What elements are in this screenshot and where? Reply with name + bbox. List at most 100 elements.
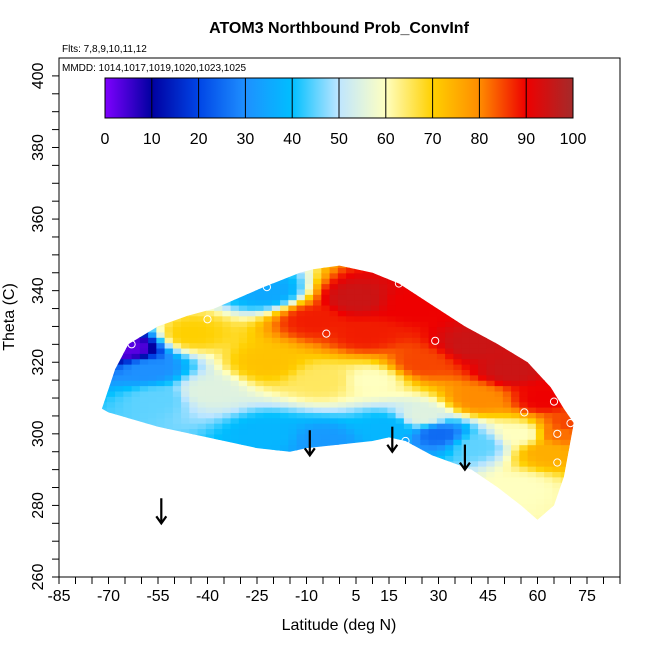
heatmap-cell	[197, 439, 207, 446]
heatmap-cell	[181, 342, 190, 349]
heatmap-cell	[313, 380, 322, 387]
heatmap-cell	[387, 331, 397, 338]
heatmap-cell	[101, 380, 108, 387]
heatmap-cell	[519, 471, 529, 478]
heatmap-cell	[230, 337, 240, 344]
heatmap-cell	[337, 337, 347, 344]
heatmap-cell	[139, 476, 149, 483]
heatmap-cell	[379, 466, 388, 473]
heatmap-cell	[428, 385, 438, 392]
heatmap-cell	[544, 310, 553, 317]
heatmap-cell	[115, 460, 124, 467]
heatmap-cell	[115, 272, 124, 279]
heatmap-cell	[263, 385, 273, 392]
heatmap-cell	[222, 503, 232, 510]
heatmap-cell	[101, 412, 108, 419]
heatmap-cell	[387, 466, 397, 473]
heatmap-cell	[354, 466, 364, 473]
heatmap-cell	[478, 380, 487, 387]
heatmap-cell	[304, 385, 314, 392]
heatmap-cell	[123, 294, 133, 301]
heatmap-cell	[271, 471, 281, 478]
heatmap-cell	[502, 385, 512, 392]
heatmap-cell	[346, 406, 355, 413]
heatmap-cell	[172, 380, 182, 387]
heatmap-cell	[214, 272, 223, 279]
heatmap-cell	[560, 283, 570, 290]
heatmap-cell	[560, 374, 570, 381]
heatmap-cell	[453, 412, 463, 419]
heatmap-cell	[230, 508, 240, 515]
heatmap-cell	[445, 353, 454, 360]
heatmap-cell	[461, 406, 471, 413]
heatmap-cell	[148, 514, 157, 520]
heatmap-cell	[568, 439, 574, 446]
heatmap-cell	[321, 380, 331, 387]
heatmap-cell	[428, 294, 438, 301]
heatmap-cell	[461, 476, 471, 483]
heatmap-cell	[445, 283, 454, 290]
heatmap-cell	[329, 267, 339, 274]
heatmap-cell	[271, 283, 281, 290]
heatmap-cell	[535, 380, 545, 387]
heatmap-cell	[238, 364, 248, 370]
heatmap-cell	[321, 428, 331, 435]
heatmap-cell	[478, 294, 487, 301]
heatmap-cell	[247, 471, 256, 478]
heatmap-cell	[271, 433, 281, 440]
heatmap-cell	[123, 406, 133, 413]
heatmap-cell	[403, 492, 413, 499]
heatmap-cell	[494, 304, 504, 311]
heatmap-cell	[238, 374, 248, 381]
heatmap-cell	[568, 508, 574, 515]
heatmap-cell	[568, 498, 574, 505]
heatmap-cell	[511, 460, 520, 467]
heatmap-cell	[222, 439, 232, 446]
heatmap-cell	[370, 396, 380, 403]
heatmap-cell	[412, 487, 421, 494]
heatmap-cell	[552, 460, 562, 467]
heatmap-cell	[403, 466, 413, 473]
heatmap-cell	[552, 449, 562, 456]
heatmap-cell	[280, 331, 289, 338]
heatmap-cell	[395, 310, 405, 317]
heatmap-cell	[346, 433, 355, 440]
heatmap-cell	[172, 412, 182, 419]
heatmap-cell	[494, 423, 504, 430]
heatmap-cell	[197, 347, 207, 354]
heatmap-cell	[519, 265, 529, 268]
heatmap-cell	[568, 406, 574, 413]
observation-marker	[401, 436, 410, 446]
heatmap-cell	[296, 315, 306, 322]
heatmap-cell	[321, 288, 331, 295]
heatmap-cell	[461, 508, 471, 515]
heatmap-cell	[321, 390, 331, 397]
heatmap-cell	[288, 380, 298, 387]
heatmap-cell	[101, 342, 108, 349]
heatmap-cell	[181, 466, 190, 473]
heatmap-cell	[486, 455, 496, 462]
heatmap-cell	[354, 433, 364, 440]
heatmap-cell	[560, 487, 570, 494]
heatmap-cell	[494, 278, 504, 285]
heatmap-cell	[247, 390, 256, 397]
heatmap-cell	[519, 358, 529, 365]
y-axis-label: Theta (C)	[1, 283, 18, 351]
heatmap-cell	[453, 385, 463, 392]
heatmap-cell	[568, 326, 574, 333]
heatmap-cell	[362, 460, 372, 467]
heatmap-cell	[362, 267, 372, 274]
heatmap-cell	[370, 288, 380, 295]
heatmap-cell	[139, 503, 149, 510]
heatmap-cell	[115, 433, 124, 440]
heatmap-cell	[453, 267, 463, 274]
heatmap-cell	[387, 455, 397, 462]
heatmap-cell	[511, 508, 520, 515]
heatmap-cell	[255, 406, 265, 413]
heatmap-cell	[428, 487, 438, 494]
heatmap-cell	[494, 385, 504, 392]
heatmap-cell	[181, 482, 190, 489]
heatmap-cell	[362, 310, 372, 317]
heatmap-cell	[189, 520, 198, 526]
heatmap-cell	[354, 385, 364, 392]
